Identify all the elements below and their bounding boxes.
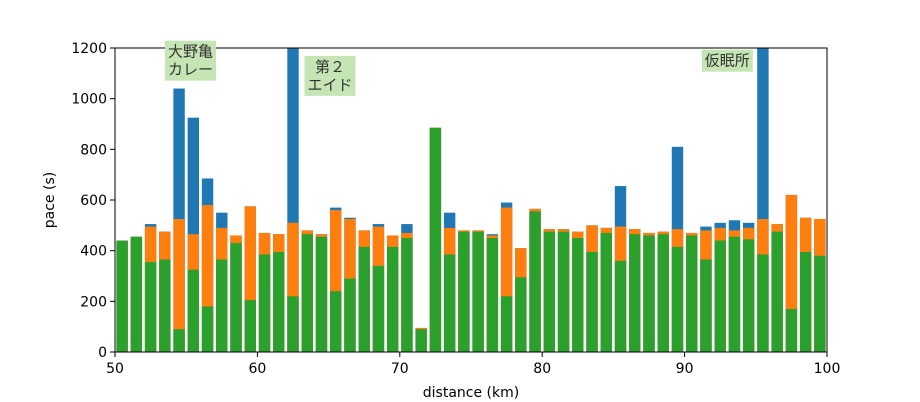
bar-s2-10 xyxy=(258,254,271,352)
bar-s2-28 xyxy=(515,277,527,352)
x-tick-label: 80 xyxy=(533,361,551,377)
x-axis: 50 60 70 80 90 100 xyxy=(106,352,840,377)
bar-s1-9 xyxy=(244,206,256,352)
bar-s2-49 xyxy=(814,255,826,352)
annotation-2: 仮眠所 xyxy=(701,49,753,72)
annotation-box xyxy=(701,49,753,72)
y-tick-label: 600 xyxy=(80,193,107,209)
x-tick-label: 70 xyxy=(391,361,409,377)
y-tick-label: 1200 xyxy=(71,41,107,57)
bar-s0-45 xyxy=(757,48,769,352)
bar-s2-9 xyxy=(244,300,256,352)
bar-s2-8 xyxy=(230,243,242,352)
bar-s2-5 xyxy=(187,269,200,352)
bar-s2-19 xyxy=(386,246,399,352)
bar-s2-17 xyxy=(358,246,370,352)
annotation-text: 第２ xyxy=(315,58,345,76)
bar-s1-4 xyxy=(173,219,185,352)
bar-s2-3 xyxy=(159,259,171,352)
bar-s2-0 xyxy=(116,240,128,352)
bar-s0-12 xyxy=(287,48,299,352)
annotation-text: エイド xyxy=(308,76,353,94)
bar-s2-33 xyxy=(586,251,598,352)
bar-s2-22 xyxy=(429,127,442,352)
bar-s2-16 xyxy=(344,278,356,352)
bar-s2-21 xyxy=(415,329,427,352)
bar-s2-13 xyxy=(301,234,313,352)
x-tick-label: 100 xyxy=(814,361,841,377)
annotation-text: 大野亀 xyxy=(168,43,213,61)
bar-s2-41 xyxy=(700,259,712,352)
y-tick-label: 200 xyxy=(80,294,107,310)
bar-s1-6 xyxy=(201,205,214,352)
x-tick-label: 50 xyxy=(106,361,124,377)
y-tick-label: 400 xyxy=(80,244,107,260)
bar-s2-26 xyxy=(486,238,499,352)
annotation-box xyxy=(164,40,216,81)
bar-s2-20 xyxy=(401,238,413,352)
bar-s2-7 xyxy=(216,259,228,352)
bar-s2-15 xyxy=(330,291,342,352)
bar-s2-11 xyxy=(273,251,285,352)
bar-s2-47 xyxy=(785,308,798,352)
bar-s2-18 xyxy=(372,265,385,352)
x-tick-label: 90 xyxy=(676,361,694,377)
bar-s2-44 xyxy=(742,239,755,352)
y-tick-label: 800 xyxy=(80,142,107,158)
bar-s1-47 xyxy=(785,194,798,352)
bar-s2-14 xyxy=(315,236,328,352)
x-tick-label: 60 xyxy=(248,361,266,377)
bar-s2-48 xyxy=(799,251,812,352)
annotation-box xyxy=(304,55,356,96)
x-axis-label: distance (km) xyxy=(423,385,519,401)
bar-s2-4 xyxy=(173,329,185,352)
bar-s2-43 xyxy=(728,236,741,352)
y-tick-label: 0 xyxy=(98,345,107,361)
bar-s2-34 xyxy=(600,232,612,352)
bar-s2-37 xyxy=(643,235,655,352)
bar-s2-42 xyxy=(714,240,726,352)
bar-s1-27 xyxy=(500,207,513,352)
bar-s2-23 xyxy=(443,254,456,352)
bar-s1-15 xyxy=(330,210,342,352)
bar-s2-46 xyxy=(771,231,783,352)
bar-s2-27 xyxy=(500,296,513,352)
annotation-text: 仮眠所 xyxy=(705,52,750,70)
bar-s2-12 xyxy=(287,296,299,352)
bar-s2-29 xyxy=(529,211,541,352)
bar-s2-45 xyxy=(757,254,769,352)
y-axis: 0 200 400 600 800 1000 1200 xyxy=(71,41,115,361)
bar-s2-25 xyxy=(472,231,484,352)
bar-s2-32 xyxy=(572,238,584,352)
bar-s2-35 xyxy=(614,260,627,352)
bars-group xyxy=(116,48,826,353)
bar-s2-31 xyxy=(557,231,570,352)
bar-s2-40 xyxy=(686,235,698,352)
y-axis-label: pace (s) xyxy=(42,172,58,228)
bar-s2-1 xyxy=(130,236,143,352)
bar-s2-6 xyxy=(201,306,214,352)
bar-s2-2 xyxy=(144,262,157,352)
bar-s1-12 xyxy=(287,222,299,352)
bar-s2-39 xyxy=(671,246,684,352)
bar-s2-30 xyxy=(543,231,556,352)
annotation-text: カレー xyxy=(168,61,213,79)
bar-s2-36 xyxy=(629,234,641,352)
bar-s2-38 xyxy=(657,234,669,352)
bar-s2-24 xyxy=(458,231,470,352)
y-tick-label: 1000 xyxy=(71,92,107,108)
